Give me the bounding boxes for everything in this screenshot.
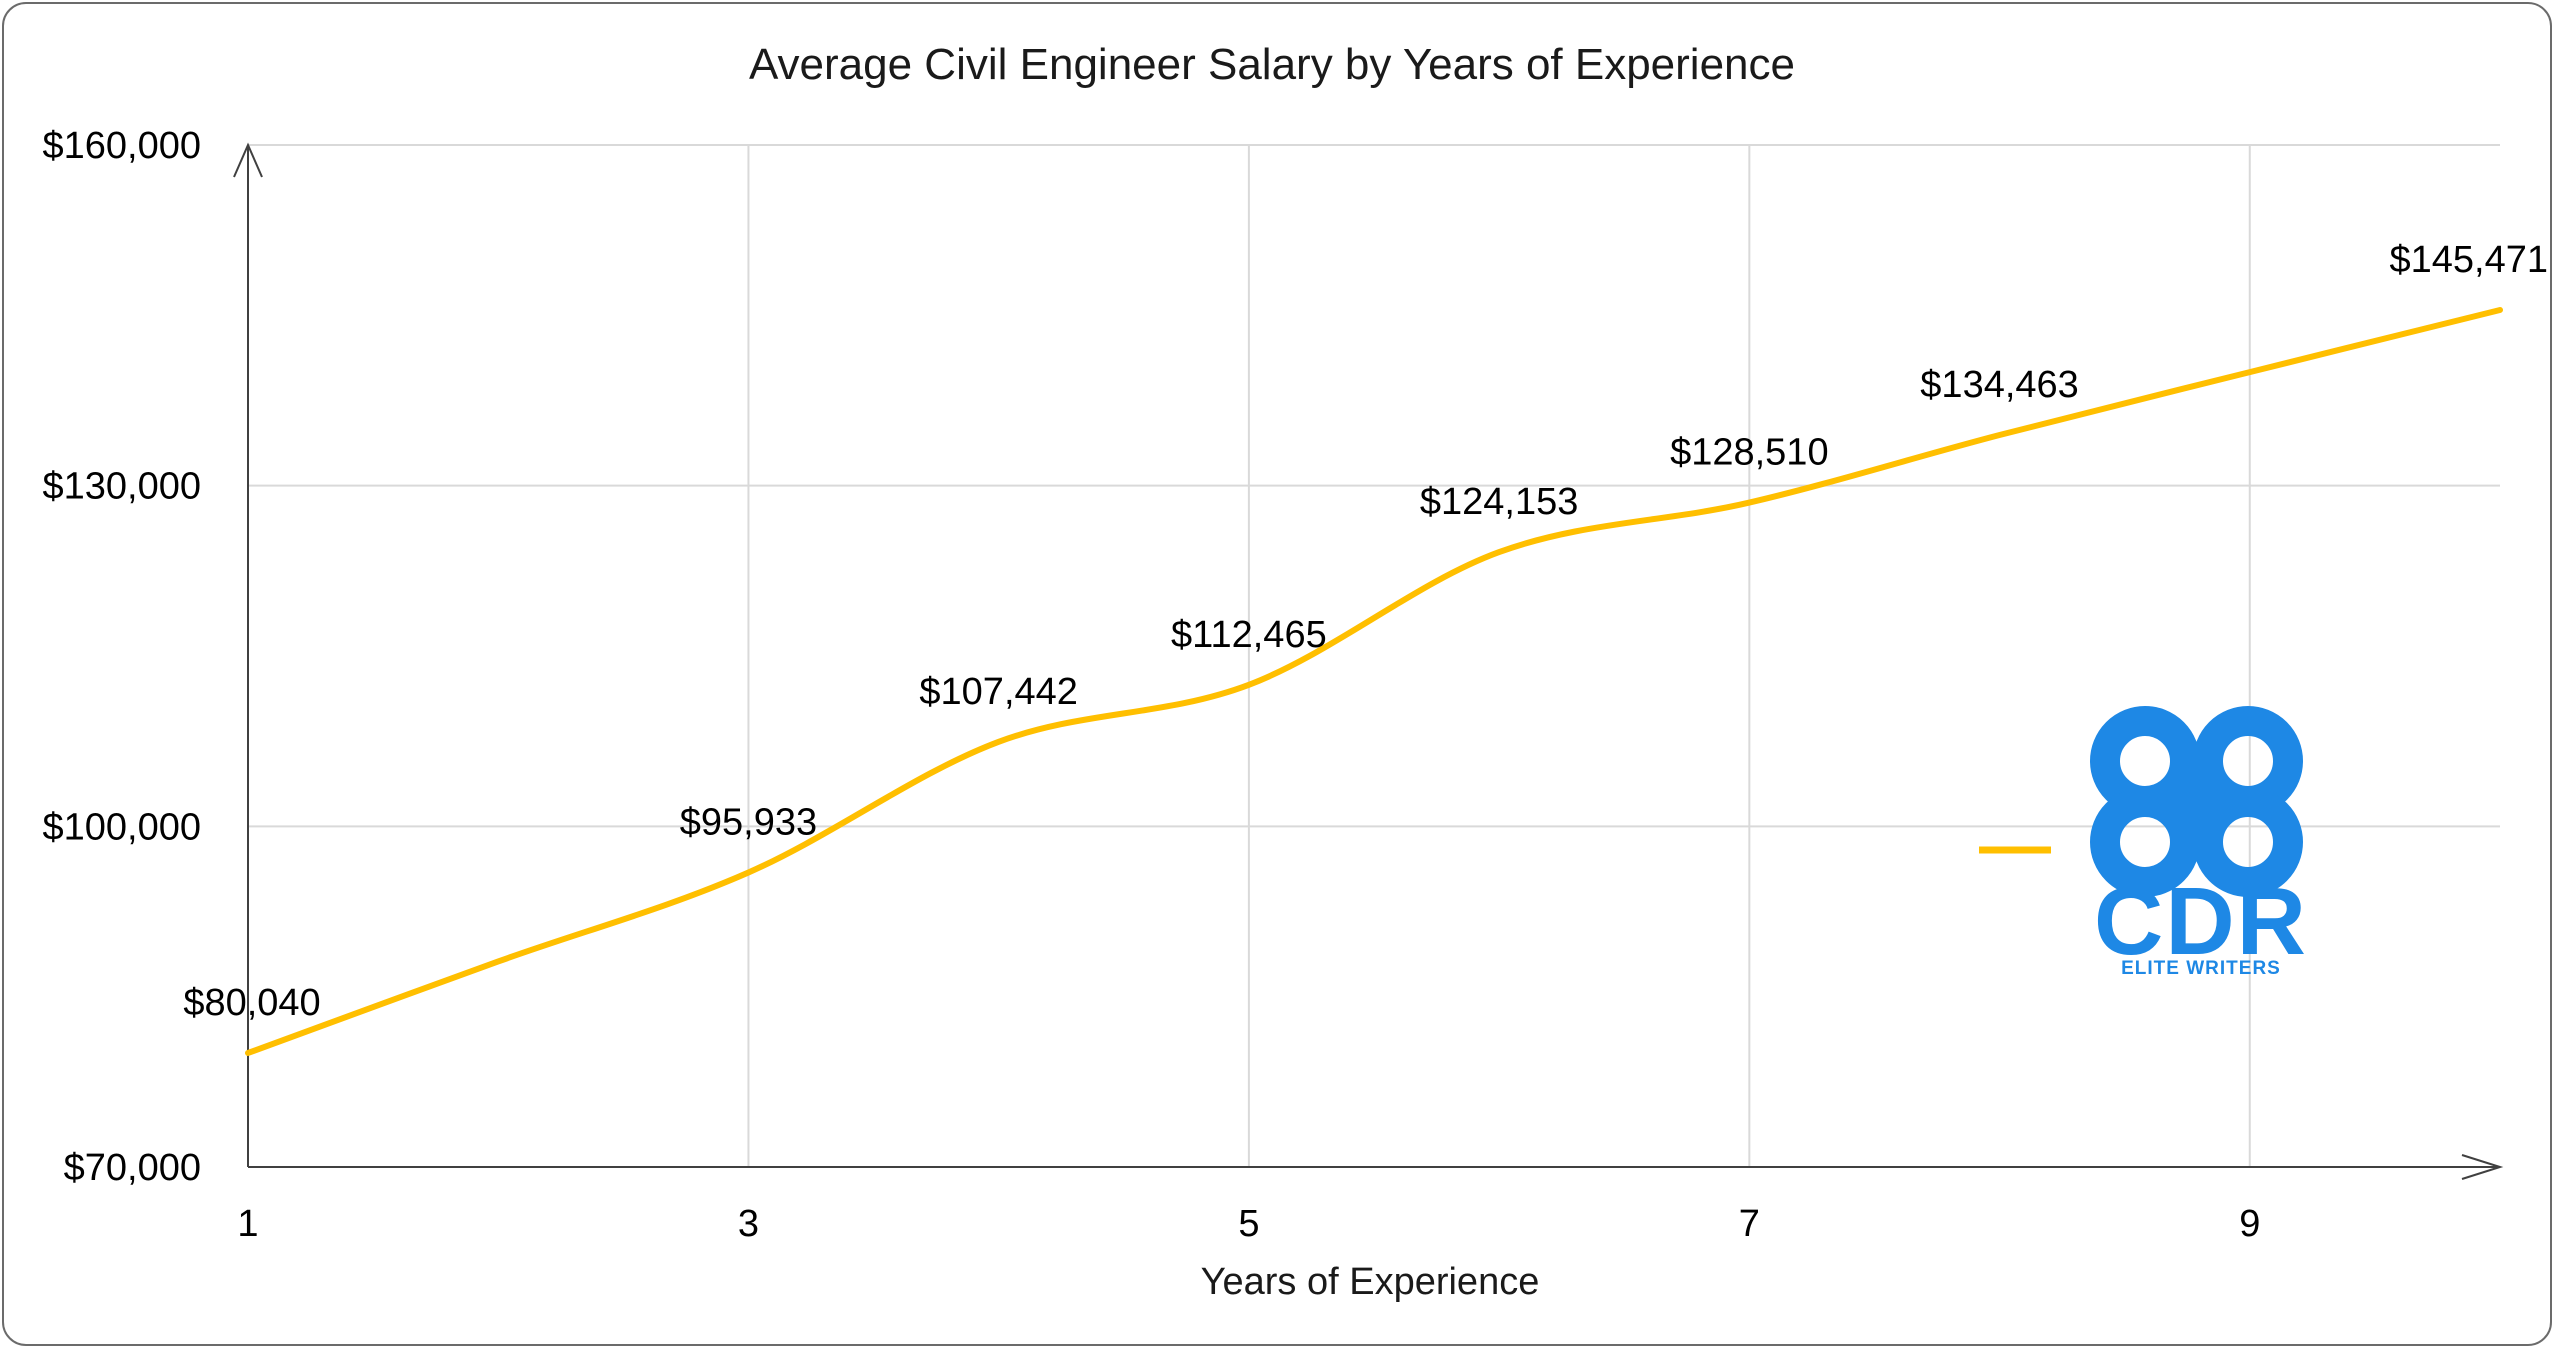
data-label: $145,471: [2390, 239, 2549, 281]
x-tick-label: 9: [2239, 1203, 2260, 1245]
y-tick-label: $70,000: [64, 1147, 201, 1189]
x-tick-label: 7: [1739, 1203, 1760, 1245]
data-label: $128,510: [1670, 432, 1829, 474]
data-label-layer: $80,040 $95,933 $107,442 $112,465 $124,153 $1…: [183, 239, 2548, 1024]
y-tick-label: $160,000: [43, 125, 202, 167]
x-tick-label: 3: [738, 1203, 759, 1245]
tick-layer: $70,000 $100,000 $130,000 $160,000 1 3 5 7 9: [43, 125, 2261, 1245]
chart-title: Average Civil Engineer Salary by Years o…: [749, 40, 1795, 89]
logo-subtitle: ELITE WRITERS: [2121, 958, 2281, 979]
command-key-icon: [2090, 706, 2303, 897]
x-axis-title: Years of Experience: [1201, 1261, 1540, 1303]
data-label: $134,463: [1920, 364, 2079, 406]
data-label: $80,040: [183, 982, 320, 1024]
data-label: $95,933: [680, 802, 817, 844]
logo-wordmark: CDR: [2094, 868, 2308, 975]
x-tick-label: 5: [1238, 1203, 1259, 1245]
y-axis-arrow: [233, 142, 263, 178]
data-label: $107,442: [919, 671, 1078, 713]
data-label: $124,153: [1420, 481, 1579, 523]
data-label: $112,465: [1171, 614, 1327, 656]
series-layer: [245, 306, 2503, 1056]
y-tick-label: $130,000: [43, 466, 202, 508]
x-tick-label: 1: [237, 1203, 258, 1245]
axes-layer: [233, 142, 2504, 1180]
cdr-logo: CDR ELITE WRITERS: [1979, 706, 2308, 979]
series-line: [245, 306, 2503, 1056]
chart-svg: Average Civil Engineer Salary by Years o…: [43, 40, 2549, 1303]
y-tick-label: $100,000: [43, 806, 202, 848]
grid-layer: [248, 144, 2500, 1167]
x-axis-arrow: [2461, 1154, 2504, 1180]
